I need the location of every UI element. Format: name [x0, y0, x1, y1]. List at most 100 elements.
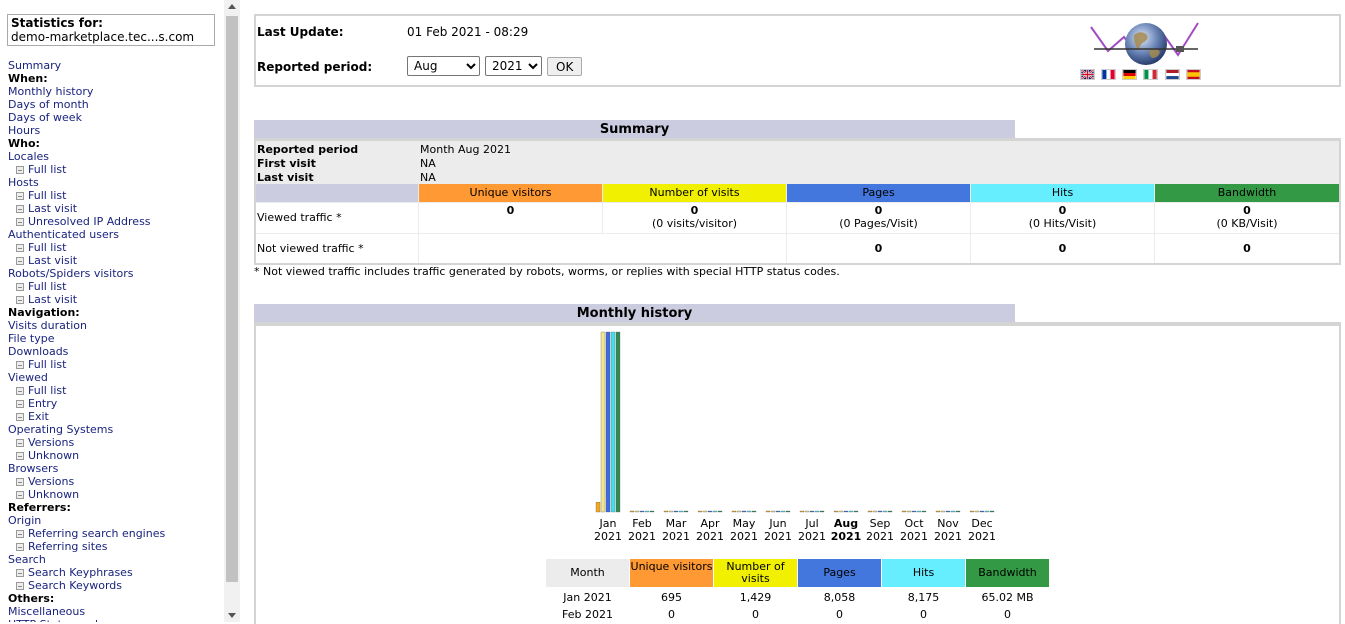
spanish-flag-icon[interactable]: [1186, 69, 1201, 80]
menu-sublink-full-list[interactable]: Full list: [8, 358, 222, 371]
menu-sublink-unresolved-ip-address[interactable]: Unresolved IP Address: [8, 215, 222, 228]
summary-title: Summary: [254, 120, 1015, 140]
menu-link-visits-duration[interactable]: Visits duration: [8, 319, 87, 332]
menu-link-file-type[interactable]: File type: [8, 332, 55, 345]
menu-sublink-label[interactable]: Search Keywords: [28, 579, 122, 592]
bar-aug-pages: [843, 510, 849, 513]
menu-link-monthly-history[interactable]: Monthly history: [8, 85, 94, 98]
reported-period-row-value: Month Aug 2021: [420, 143, 511, 156]
menu-link-miscellaneous[interactable]: Miscellaneous: [8, 605, 86, 618]
menu-sublink-search-keywords[interactable]: Search Keywords: [8, 579, 222, 592]
year-select[interactable]: 2021: [485, 56, 542, 76]
scroll-thumb[interactable]: [226, 16, 238, 582]
menu-sublink-last-visit[interactable]: Last visit: [8, 293, 222, 306]
menu-sublink-label[interactable]: Entry: [28, 397, 58, 410]
german-flag-icon[interactable]: [1122, 69, 1137, 80]
uk-flag-icon[interactable]: [1080, 69, 1095, 80]
menu-sublink-label[interactable]: Last visit: [28, 254, 78, 267]
menu-link-summary[interactable]: Summary: [8, 59, 62, 72]
x-tick-year: 2021: [831, 530, 862, 543]
summary-table: Reported period Month Aug 2021 First vis…: [254, 139, 1341, 265]
menu-sublink-label[interactable]: Exit: [28, 410, 49, 423]
menu-sublink-unknown[interactable]: Unknown: [8, 449, 222, 462]
menu-sublink-label[interactable]: Full list: [28, 358, 67, 371]
bar-dec-bandwidth: [989, 510, 995, 513]
menu-sublink-label[interactable]: Full list: [28, 189, 67, 202]
menu-sublink-label[interactable]: Versions: [28, 475, 75, 488]
bar-nov-number-of-visits: [940, 510, 946, 513]
menu-sublink-label[interactable]: Search Keyphrases: [28, 566, 133, 579]
menu-link-hours[interactable]: Hours: [8, 124, 41, 137]
sidebar-scrollbar[interactable]: [224, 0, 240, 622]
menu-sublink-label[interactable]: Unknown: [28, 449, 80, 462]
bar-jan-unique-visitors: [595, 502, 601, 513]
menu-sublink-referring-search-engines[interactable]: Referring search engines: [8, 527, 222, 540]
x-tick-month: Aug: [834, 517, 858, 530]
menu-link-authenticated-users[interactable]: Authenticated users: [8, 228, 119, 241]
ok-button[interactable]: OK: [547, 57, 583, 76]
italian-flag-icon[interactable]: [1143, 69, 1158, 80]
row2-visits: 0: [752, 608, 759, 621]
menu-link-operating-systems[interactable]: Operating Systems: [8, 423, 114, 436]
row2-unique: 0: [668, 608, 675, 621]
bullet-icon: [16, 244, 24, 252]
sidebar: Statistics for: demo-marketplace.tec...s…: [0, 0, 224, 622]
row1-bandwidth: 65.02 MB: [981, 591, 1034, 604]
menu-sublink-referring-sites[interactable]: Referring sites: [8, 540, 222, 553]
bar-jul-bandwidth: [819, 510, 825, 513]
menu-sublink-label[interactable]: Versions: [28, 436, 75, 449]
menu-sublink-unknown[interactable]: Unknown: [8, 488, 222, 501]
scroll-down-icon[interactable]: [228, 613, 236, 618]
menu-link-locales[interactable]: Locales: [8, 150, 50, 163]
menu-link-days-of-week[interactable]: Days of week: [8, 111, 82, 124]
menu-sublink-last-visit[interactable]: Last visit: [8, 254, 222, 267]
bar-dec-unique-visitors: [969, 510, 975, 513]
menu-sublink-full-list[interactable]: Full list: [8, 241, 222, 254]
scroll-up-icon[interactable]: [228, 4, 236, 9]
french-flag-icon[interactable]: [1101, 69, 1116, 80]
menu-sublink-label[interactable]: Referring search engines: [28, 527, 166, 540]
menu-link-hosts[interactable]: Hosts: [8, 176, 39, 189]
menu-sublink-label[interactable]: Full list: [28, 241, 67, 254]
menu-sublink-full-list[interactable]: Full list: [8, 280, 222, 293]
menu-sublink-search-keyphrases[interactable]: Search Keyphrases: [8, 566, 222, 579]
menu-sublink-label[interactable]: Referring sites: [28, 540, 108, 553]
menu-sublink-label[interactable]: Unknown: [28, 488, 80, 501]
menu-sublink-label[interactable]: Last visit: [28, 293, 78, 306]
last-visit-label: Last visit: [257, 171, 314, 184]
menu-sublink-full-list[interactable]: Full list: [8, 163, 222, 176]
menu-link-origin[interactable]: Origin: [8, 514, 42, 527]
menu-sublink-exit[interactable]: Exit: [8, 410, 222, 423]
bar-jul-hits: [814, 510, 820, 513]
menu-sublink-last-visit[interactable]: Last visit: [8, 202, 222, 215]
menu-sublink-full-list[interactable]: Full list: [8, 189, 222, 202]
awstats-globe-logo: [1090, 22, 1199, 65]
menu-sublink-label[interactable]: Full list: [28, 280, 67, 293]
menu-sublink-label[interactable]: Last visit: [28, 202, 78, 215]
bullet-icon: [16, 192, 24, 200]
menu-sublink-label[interactable]: Full list: [28, 384, 67, 397]
x-tick-month: Jun: [768, 517, 786, 530]
bullet-icon: [16, 452, 24, 460]
bullet-icon: [16, 582, 24, 590]
menu-sublink-label[interactable]: Unresolved IP Address: [28, 215, 151, 228]
menu-sublink-versions[interactable]: Versions: [8, 475, 222, 488]
menu-sublink-label[interactable]: Full list: [28, 163, 67, 176]
menu-link-search[interactable]: Search: [8, 553, 46, 566]
menu-link-viewed[interactable]: Viewed: [8, 371, 48, 384]
menu-link-robots-spiders-visitors[interactable]: Robots/Spiders visitors: [8, 267, 134, 280]
bar-apr-unique-visitors: [697, 510, 703, 513]
menu-link-downloads[interactable]: Downloads: [8, 345, 69, 358]
last-update-label: Last Update:: [257, 25, 344, 39]
menu-sublink-entry[interactable]: Entry: [8, 397, 222, 410]
menu-link-days-of-month[interactable]: Days of month: [8, 98, 89, 111]
bar-sep-unique-visitors: [867, 510, 873, 513]
dutch-flag-icon[interactable]: [1165, 69, 1180, 80]
menu-sublink-versions[interactable]: Versions: [8, 436, 222, 449]
monthly-history-title: Monthly history: [254, 304, 1015, 324]
bar-jan-bandwidth: [615, 331, 621, 513]
menu-link-http-status-codes[interactable]: HTTP Status codes: [8, 618, 222, 622]
month-select[interactable]: Aug: [407, 56, 480, 76]
menu-link-browsers[interactable]: Browsers: [8, 462, 59, 475]
menu-sublink-full-list[interactable]: Full list: [8, 384, 222, 397]
